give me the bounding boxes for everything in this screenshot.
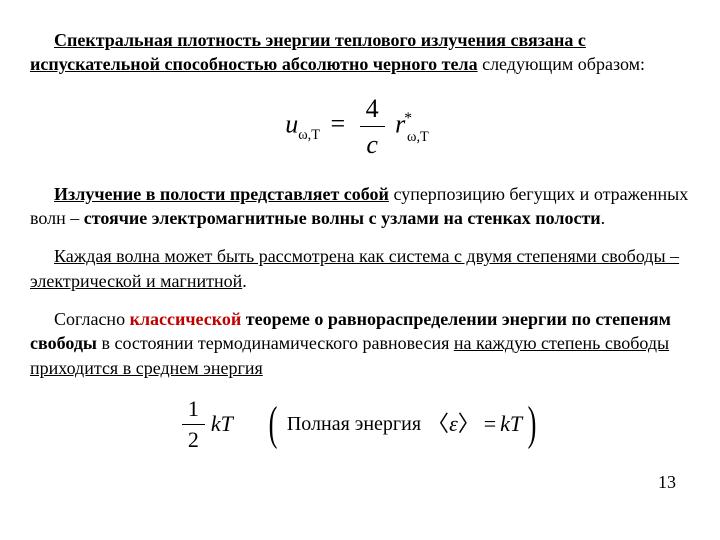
p2-tail: стоячие электромагнитные волны с узлами … xyxy=(84,208,601,228)
eq2-label: Полная энергия xyxy=(287,411,421,438)
eq2-kt2: kT xyxy=(500,409,522,439)
eq2-half-kt: 1 2 kT xyxy=(178,394,233,454)
equation-2: 1 2 kT ( Полная энергия 〈ε〉 = kT ) xyxy=(30,394,690,454)
p4-plain1: Согласно xyxy=(54,309,130,329)
eq2-eq: = xyxy=(484,409,496,439)
eq1-den: c xyxy=(360,126,385,162)
p4-plain2: в состоянии термодинамического равновеси… xyxy=(97,333,454,353)
eq1-lhs-sub: ω,T xyxy=(298,126,320,142)
eq2-lparen: ( xyxy=(268,400,277,448)
equation-1: uω,T = 4 c r*ω,T xyxy=(30,91,690,162)
paragraph-2: Излучение в полости представляет собой с… xyxy=(30,182,690,231)
p3-text: Каждая волна может быть рассмотрена как … xyxy=(30,246,679,290)
eq2-num: 1 xyxy=(182,394,205,424)
p2-period: . xyxy=(601,208,606,228)
eq2-rang: 〉 xyxy=(458,409,480,439)
eq2-eps: ε xyxy=(449,409,458,439)
eq1-fraction: 4 c xyxy=(360,91,385,162)
eq2-kt: kT xyxy=(211,409,233,439)
p1-tail: следующим образом: xyxy=(478,54,645,74)
eq2-rparen: ) xyxy=(528,400,537,448)
p2-lead: Излучение в полости представляет собой xyxy=(54,184,389,204)
p3-period: . xyxy=(242,271,247,291)
eq1-rhs-sub: ω,T xyxy=(407,129,429,145)
eq2-den: 2 xyxy=(182,424,205,455)
eq1-equals: = xyxy=(330,109,345,138)
eq1-lhs-var: u xyxy=(285,109,298,138)
paragraph-4: Согласно классической теореме о равнорас… xyxy=(30,307,690,380)
paragraph-3: Каждая волна может быть рассмотрена как … xyxy=(30,244,690,293)
eq1-rhs-sup: * xyxy=(404,110,412,127)
slide-page: Спектральная плотность энергии теплового… xyxy=(0,0,720,512)
eq2-lang: 〈 xyxy=(427,409,449,439)
eq1-num: 4 xyxy=(360,91,385,126)
p4-red: классической xyxy=(130,309,242,329)
page-number: 13 xyxy=(658,470,676,494)
paragraph-1: Спектральная плотность энергии теплового… xyxy=(30,28,690,77)
